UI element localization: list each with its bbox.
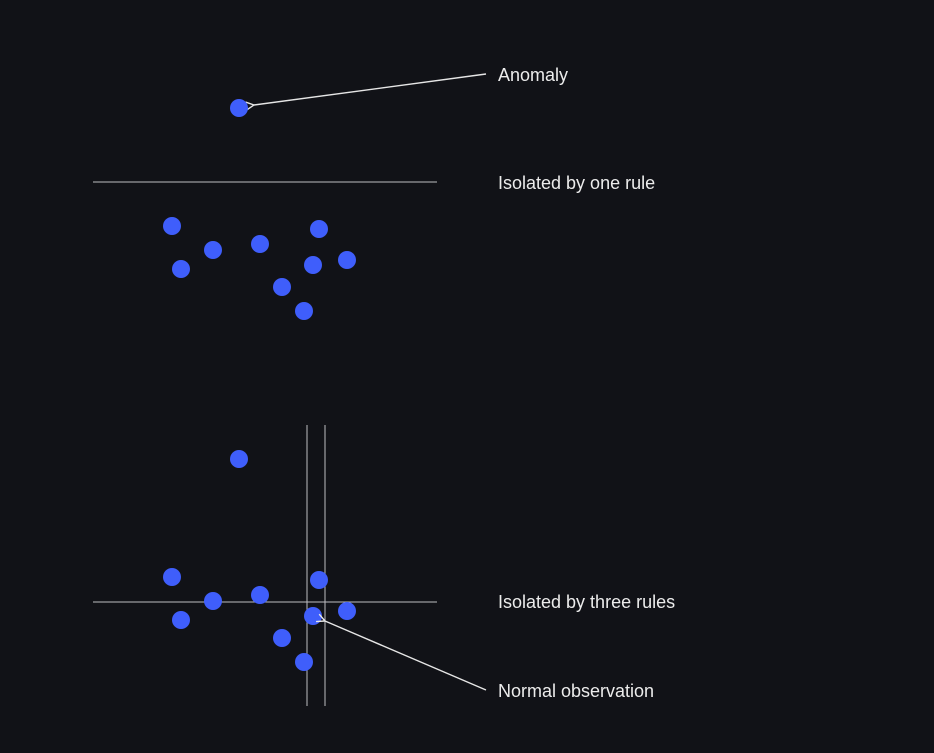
data-point — [273, 629, 291, 647]
data-point — [251, 235, 269, 253]
data-point — [295, 302, 313, 320]
bottom-panel: Isolated by three rules Normal observati… — [93, 425, 675, 706]
data-point — [251, 586, 269, 604]
anomaly-point — [230, 450, 248, 468]
normal-observation-arrow — [325, 621, 487, 691]
label-anomaly: Anomaly — [498, 65, 568, 85]
label-isolated-three-rules: Isolated by three rules — [498, 592, 675, 612]
anomaly-point — [230, 99, 248, 117]
data-point — [338, 251, 356, 269]
data-point — [204, 241, 222, 259]
data-point — [204, 592, 222, 610]
data-point — [310, 220, 328, 238]
data-point — [295, 653, 313, 671]
top-panel: Anomaly Isolated by one rule — [93, 65, 655, 320]
data-point — [172, 260, 190, 278]
normal-cluster — [163, 217, 356, 320]
normal-cluster — [163, 568, 356, 671]
data-point — [338, 602, 356, 620]
data-point — [163, 568, 181, 586]
data-point — [273, 278, 291, 296]
data-point — [310, 571, 328, 589]
anomaly-arrow — [254, 73, 487, 105]
label-normal-observation: Normal observation — [498, 681, 654, 701]
data-point — [163, 217, 181, 235]
data-point-normal-observation — [304, 607, 322, 625]
data-point — [304, 256, 322, 274]
data-point — [172, 611, 190, 629]
label-isolated-one-rule: Isolated by one rule — [498, 173, 655, 193]
